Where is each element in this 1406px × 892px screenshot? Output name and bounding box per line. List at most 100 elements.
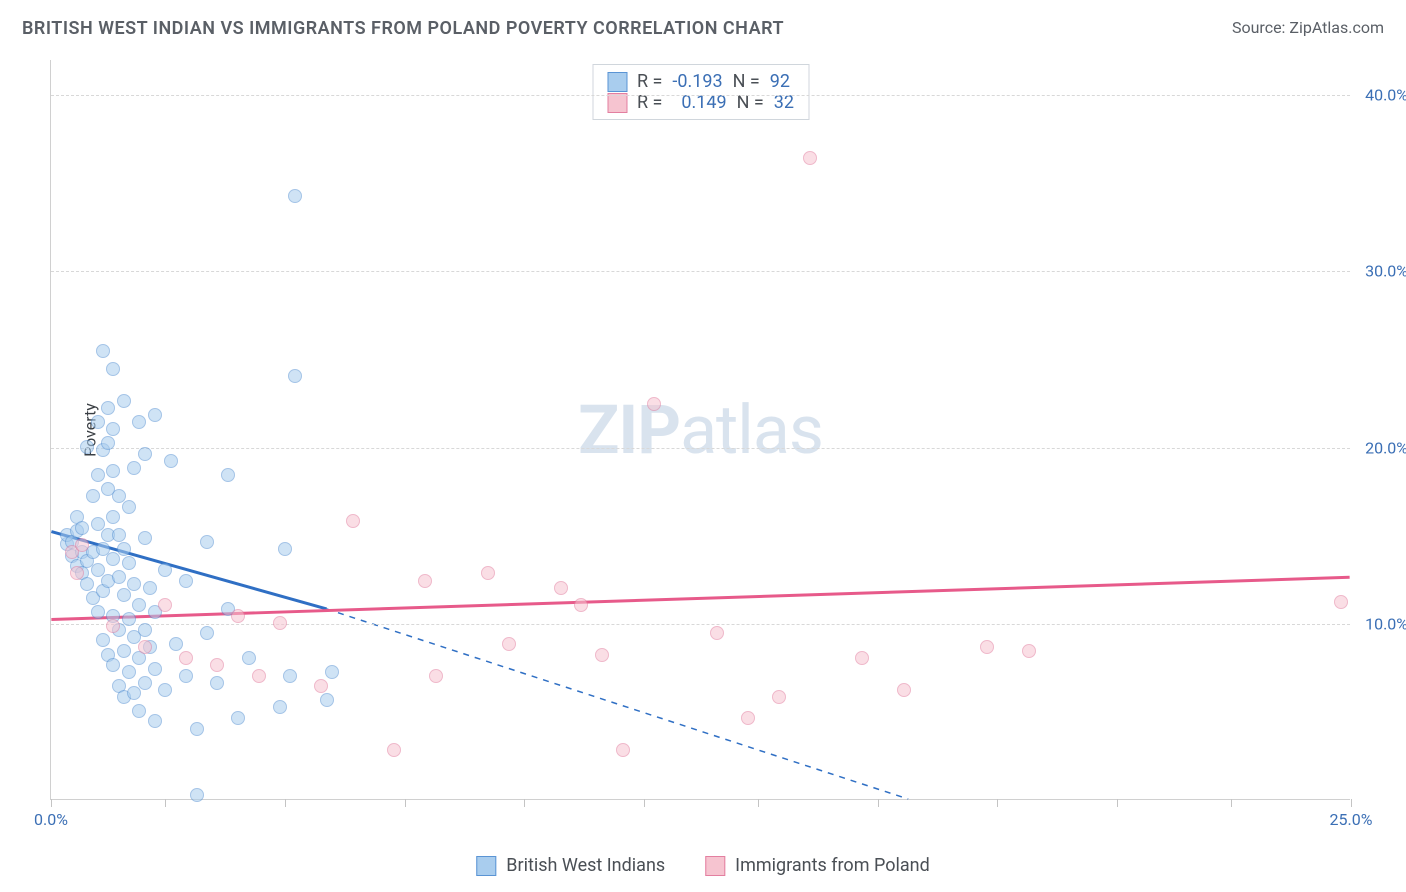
xtick-label: 0.0% bbox=[34, 810, 68, 829]
scatter-point bbox=[106, 619, 120, 633]
scatter-point bbox=[221, 468, 235, 482]
bottom-legend: British West Indians Immigrants from Pol… bbox=[476, 855, 929, 876]
scatter-point bbox=[273, 616, 287, 630]
scatter-point bbox=[1022, 644, 1036, 658]
chart-header: BRITISH WEST INDIAN VS IMMIGRANTS FROM P… bbox=[0, 0, 1406, 49]
scatter-point bbox=[132, 704, 146, 718]
legend-item-series1: British West Indians bbox=[476, 855, 665, 876]
scatter-point bbox=[190, 722, 204, 736]
scatter-point bbox=[148, 714, 162, 728]
xtick bbox=[524, 799, 525, 807]
scatter-point bbox=[117, 644, 131, 658]
gridline-h bbox=[51, 95, 1350, 96]
scatter-point bbox=[70, 566, 84, 580]
scatter-point bbox=[179, 574, 193, 588]
stat-n-label-1: N = bbox=[733, 71, 760, 92]
scatter-point bbox=[741, 711, 755, 725]
scatter-point bbox=[106, 422, 120, 436]
scatter-point bbox=[288, 369, 302, 383]
ytick-label: 30.0% bbox=[1365, 262, 1406, 281]
scatter-point bbox=[112, 528, 126, 542]
scatter-point bbox=[158, 563, 172, 577]
scatter-point bbox=[138, 640, 152, 654]
gridline-h bbox=[51, 448, 1350, 449]
scatter-point bbox=[117, 588, 131, 602]
scatter-point bbox=[122, 665, 136, 679]
scatter-point bbox=[75, 521, 89, 535]
scatter-point bbox=[502, 637, 516, 651]
scatter-point bbox=[106, 510, 120, 524]
scatter-point bbox=[138, 623, 152, 637]
scatter-point bbox=[481, 566, 495, 580]
scatter-point bbox=[148, 408, 162, 422]
scatter-point bbox=[148, 662, 162, 676]
scatter-point bbox=[210, 676, 224, 690]
scatter-point bbox=[320, 693, 334, 707]
scatter-point bbox=[138, 447, 152, 461]
scatter-point bbox=[803, 151, 817, 165]
scatter-point bbox=[127, 461, 141, 475]
scatter-point bbox=[122, 612, 136, 626]
legend-swatch-series1 bbox=[476, 856, 496, 876]
scatter-point bbox=[418, 574, 432, 588]
legend-swatch-series2 bbox=[705, 856, 725, 876]
xtick-label: 25.0% bbox=[1330, 810, 1373, 829]
stat-r-val-1: -0.193 bbox=[672, 71, 722, 92]
scatter-point bbox=[231, 609, 245, 623]
scatter-point bbox=[158, 683, 172, 697]
xtick bbox=[997, 799, 998, 807]
plot-area: Poverty ZIPatlas R = -0.193 N = 92 R = 0… bbox=[50, 60, 1350, 800]
scatter-point bbox=[106, 658, 120, 672]
scatter-point bbox=[91, 605, 105, 619]
scatter-point bbox=[283, 669, 297, 683]
scatter-point bbox=[164, 454, 178, 468]
scatter-point bbox=[117, 542, 131, 556]
chart-source: Source: ZipAtlas.com bbox=[1232, 18, 1384, 37]
stats-legend: R = -0.193 N = 92 R = 0.149 N = 32 bbox=[592, 64, 809, 120]
scatter-point bbox=[855, 651, 869, 665]
scatter-point bbox=[231, 711, 245, 725]
scatter-point bbox=[278, 542, 292, 556]
scatter-point bbox=[169, 637, 183, 651]
ytick-label: 10.0% bbox=[1365, 614, 1406, 633]
legend-item-series2: Immigrants from Poland bbox=[705, 855, 930, 876]
scatter-point bbox=[346, 514, 360, 528]
xtick bbox=[165, 799, 166, 807]
scatter-point bbox=[158, 598, 172, 612]
scatter-point bbox=[179, 669, 193, 683]
scatter-point bbox=[252, 669, 266, 683]
ytick-label: 40.0% bbox=[1365, 86, 1406, 105]
stat-r-label-1: R = bbox=[637, 71, 662, 92]
scatter-point bbox=[80, 577, 94, 591]
trend-line bbox=[327, 609, 909, 799]
scatter-point bbox=[1334, 595, 1348, 609]
scatter-point bbox=[595, 648, 609, 662]
scatter-point bbox=[273, 700, 287, 714]
scatter-point bbox=[288, 189, 302, 203]
scatter-point bbox=[429, 669, 443, 683]
gridline-h bbox=[51, 271, 1350, 272]
scatter-point bbox=[132, 598, 146, 612]
scatter-point bbox=[143, 581, 157, 595]
scatter-point bbox=[314, 679, 328, 693]
ytick-label: 20.0% bbox=[1365, 438, 1406, 457]
scatter-point bbox=[242, 651, 256, 665]
scatter-point bbox=[127, 577, 141, 591]
xtick bbox=[758, 799, 759, 807]
scatter-point bbox=[210, 658, 224, 672]
scatter-point bbox=[554, 581, 568, 595]
scatter-point bbox=[86, 489, 100, 503]
xtick bbox=[51, 799, 52, 807]
xtick bbox=[1117, 799, 1118, 807]
scatter-point bbox=[710, 626, 724, 640]
trend-line bbox=[51, 577, 1349, 619]
scatter-point bbox=[325, 665, 339, 679]
scatter-point bbox=[179, 651, 193, 665]
scatter-point bbox=[101, 436, 115, 450]
scatter-point bbox=[106, 464, 120, 478]
legend-label-series1: British West Indians bbox=[506, 855, 665, 876]
scatter-point bbox=[91, 468, 105, 482]
scatter-point bbox=[200, 626, 214, 640]
scatter-point bbox=[106, 362, 120, 376]
scatter-point bbox=[106, 552, 120, 566]
